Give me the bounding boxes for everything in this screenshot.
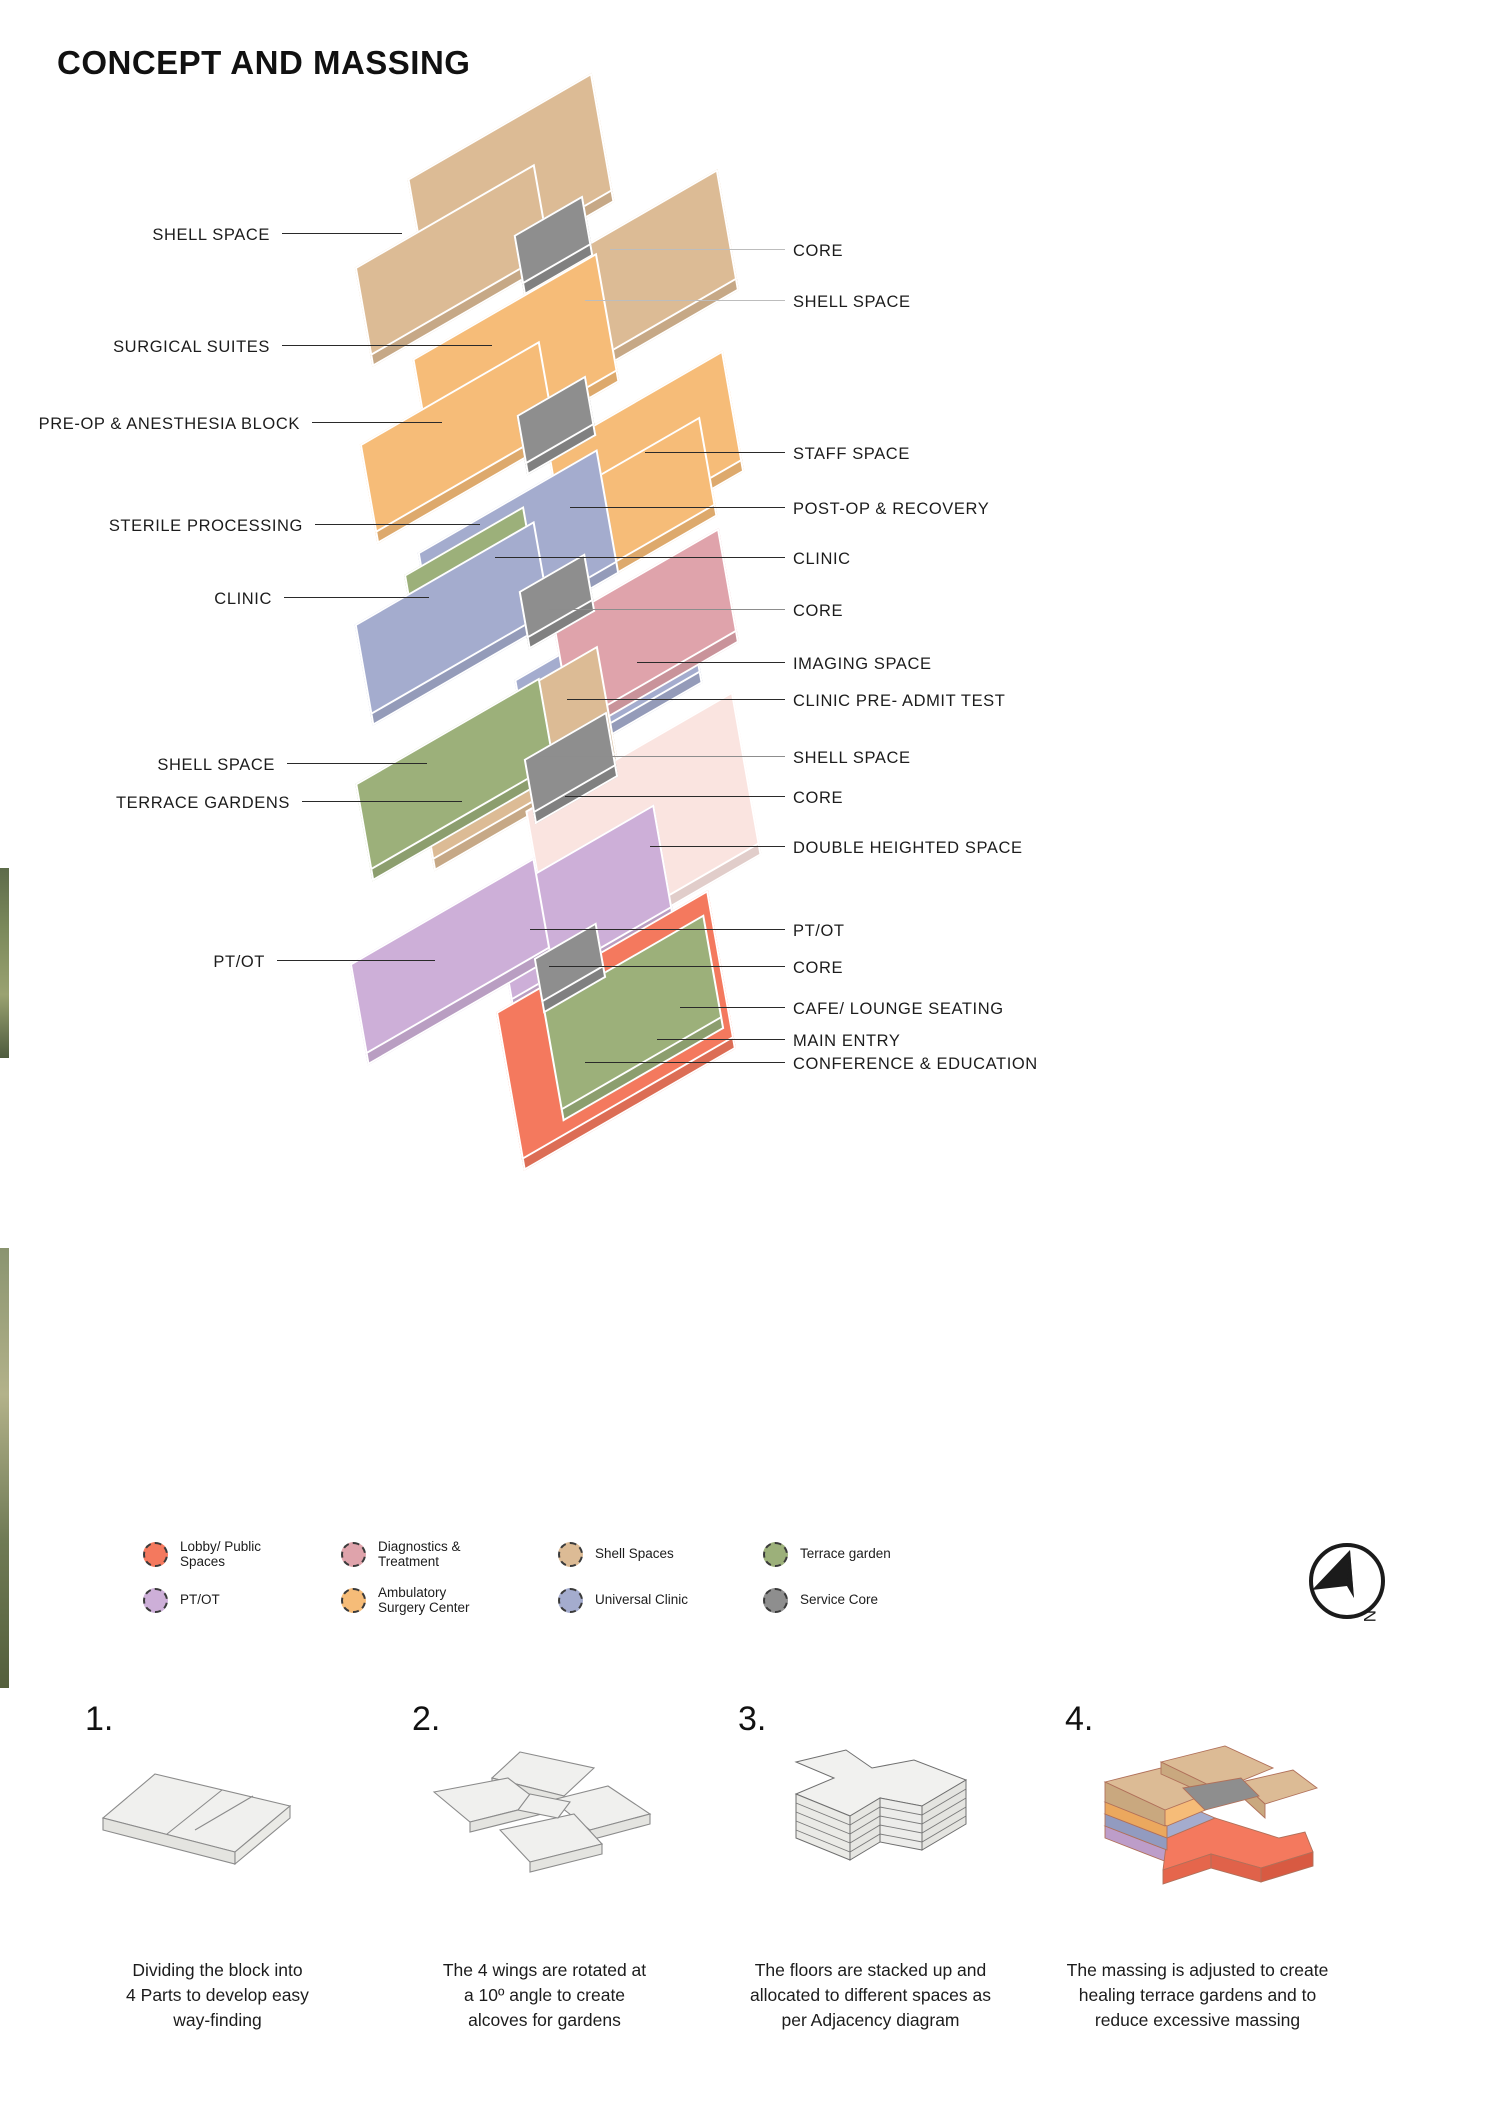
callout-label-left-7: PT/OT	[213, 953, 265, 971]
leader-line	[277, 960, 435, 961]
callout-label-right-3: POST-OP & RECOVERY	[793, 500, 990, 518]
callout-label-right-13: CAFE/ LOUNGE SEATING	[793, 1000, 1004, 1018]
legend-item[interactable]: Terrace garden	[763, 1531, 891, 1577]
leader-line	[650, 846, 785, 847]
legend-column-3: Terrace garden Service Core	[763, 1531, 891, 1623]
step-massing-illustration	[1065, 1734, 1330, 1924]
legend-item[interactable]: Diagnostics & Treatment	[341, 1531, 470, 1577]
legend-item[interactable]: Lobby/ Public Spaces	[143, 1531, 261, 1577]
leader-line	[495, 557, 785, 558]
legend-swatch-icon	[558, 1587, 583, 1613]
step-number: 4.	[1065, 1700, 1094, 1738]
callout-label-right-0: CORE	[793, 242, 844, 260]
step-massing-illustration	[85, 1734, 350, 1924]
legend-column-1: Diagnostics & Treatment Ambulatory Surger…	[341, 1531, 470, 1623]
callout-label-right-6: IMAGING SPACE	[793, 655, 932, 673]
legend: Lobby/ Public Spaces PT/OT Diagnostics & T…	[143, 1531, 1333, 1641]
north-arrow-icon: N	[1292, 1528, 1402, 1638]
legend-item[interactable]: Ambulatory Surgery Center	[341, 1577, 470, 1623]
leader-line	[282, 233, 402, 234]
callout-label-right-9: CORE	[793, 789, 844, 807]
massing-process-steps: 1. Dividing the block into 4 Parts to de…	[60, 1700, 1450, 2080]
callout-label-left-5: SHELL SPACE	[157, 756, 275, 774]
legend-label: Ambulatory Surgery Center	[378, 1584, 470, 1616]
legend-label: Universal Clinic	[595, 1592, 689, 1608]
callout-label-right-4: CLINIC	[793, 550, 851, 568]
leader-line	[567, 699, 785, 700]
legend-label: Terrace garden	[800, 1546, 891, 1562]
step-caption: Dividing the block into 4 Parts to devel…	[126, 1960, 309, 2030]
leader-line	[565, 796, 785, 797]
legend-label: PT/OT	[180, 1592, 220, 1608]
callout-label-left-0: SHELL SPACE	[152, 226, 270, 244]
leader-line	[637, 662, 785, 663]
leader-line	[530, 929, 785, 930]
step-number: 2.	[412, 1700, 441, 1738]
legend-item[interactable]: Shell Spaces	[558, 1531, 688, 1577]
leader-line	[645, 452, 785, 453]
legend-swatch-icon	[763, 1587, 788, 1613]
callout-label-right-2: STAFF SPACE	[793, 445, 910, 463]
leader-line	[585, 300, 785, 301]
leader-line	[549, 609, 785, 610]
step-number: 1.	[85, 1700, 114, 1738]
step-caption: The floors are stacked up and allocated …	[750, 1960, 991, 2030]
leader-line	[315, 524, 480, 525]
callout-label-right-1: SHELL SPACE	[793, 293, 911, 311]
callout-label-right-8: SHELL SPACE	[793, 749, 911, 767]
leader-line	[610, 249, 785, 250]
callout-label-right-15: CONFERENCE & EDUCATION	[793, 1055, 1038, 1073]
legend-item[interactable]: Universal Clinic	[558, 1577, 688, 1623]
legend-label: Service Core	[800, 1592, 879, 1608]
leader-line	[284, 597, 429, 598]
callout-label-right-5: CORE	[793, 602, 844, 620]
legend-swatch-icon	[341, 1587, 366, 1613]
leader-line	[312, 422, 442, 423]
step-number: 3.	[738, 1700, 767, 1738]
legend-column-0: Lobby/ Public Spaces PT/OT	[143, 1531, 261, 1623]
legend-label: Shell Spaces	[595, 1546, 674, 1562]
step-caption: The 4 wings are rotated at a 10º angle t…	[442, 1960, 647, 2030]
callout-label-left-2: PRE-OP & ANESTHESIA BLOCK	[38, 415, 300, 433]
legend-label: Diagnostics & Treatment	[378, 1538, 461, 1570]
legend-swatch-icon	[763, 1541, 788, 1567]
leader-line	[302, 801, 462, 802]
legend-swatch-icon	[143, 1587, 168, 1613]
callout-label-left-4: CLINIC	[214, 590, 272, 608]
callout-label-right-14: MAIN ENTRY	[793, 1032, 901, 1050]
step-massing-illustration	[738, 1734, 1003, 1924]
callout-label-right-11: PT/OT	[793, 922, 845, 940]
legend-swatch-icon	[558, 1541, 583, 1567]
leader-line	[549, 966, 785, 967]
leader-line	[287, 763, 427, 764]
page-edge-sliver-top	[0, 868, 9, 1058]
legend-swatch-icon	[143, 1541, 168, 1567]
leader-line	[657, 1039, 785, 1040]
callout-label-right-12: CORE	[793, 959, 844, 977]
legend-column-2: Shell Spaces Universal Clinic	[558, 1531, 688, 1623]
leader-line	[585, 1062, 785, 1063]
svg-text:N: N	[1360, 1610, 1379, 1622]
page-title: CONCEPT AND MASSING	[57, 44, 471, 81]
legend-swatch-icon	[341, 1541, 366, 1567]
callout-label-right-10: DOUBLE HEIGHTED SPACE	[793, 839, 1023, 857]
leader-line	[535, 756, 785, 757]
leader-line	[282, 345, 492, 346]
legend-item[interactable]: PT/OT	[143, 1577, 261, 1623]
callout-label-left-3: STERILE PROCESSING	[108, 517, 303, 535]
legend-label: Lobby/ Public Spaces	[180, 1538, 262, 1570]
callout-label-left-1: SURGICAL SUITES	[113, 338, 270, 356]
legend-item[interactable]: Service Core	[763, 1577, 891, 1623]
exploded-axonometric-diagram	[300, 72, 1100, 1171]
step-massing-illustration	[412, 1734, 677, 1924]
callout-label-left-6: TERRACE GARDENS	[115, 794, 290, 812]
callout-label-right-7: CLINIC PRE- ADMIT TEST	[793, 692, 1006, 710]
leader-line	[680, 1007, 785, 1008]
page-edge-sliver-bottom	[0, 1248, 9, 1688]
leader-line	[570, 507, 785, 508]
step-caption: The massing is adjusted to create healin…	[1066, 1960, 1329, 2030]
